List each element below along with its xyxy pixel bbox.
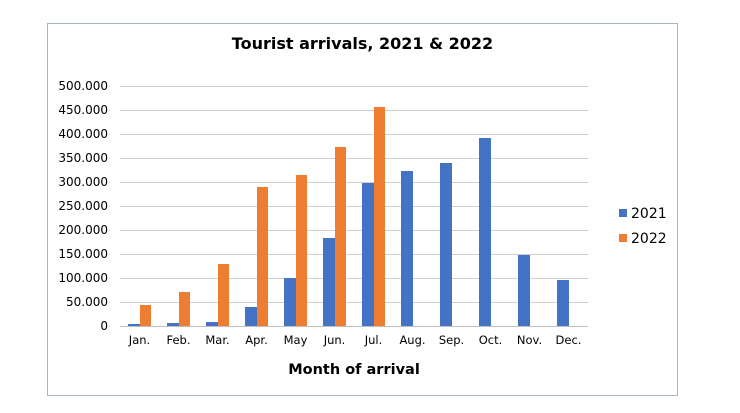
y-tick-label: 400.000 bbox=[58, 127, 108, 141]
gridline bbox=[120, 302, 588, 303]
gridline bbox=[120, 230, 588, 231]
x-tick-label: Nov. bbox=[516, 333, 543, 347]
x-tick-label: Jan. bbox=[128, 333, 151, 347]
y-tick-label: 150.000 bbox=[58, 247, 108, 261]
x-tick-label: Apr. bbox=[245, 333, 268, 347]
gridline bbox=[120, 86, 588, 87]
y-tick-label: 500.000 bbox=[58, 79, 108, 93]
gridline bbox=[120, 134, 588, 135]
bar-2021-sep bbox=[440, 162, 452, 326]
x-tick-label: Dec. bbox=[555, 333, 582, 347]
legend-swatch-2021 bbox=[619, 209, 627, 217]
y-tick-label: 300.000 bbox=[58, 175, 108, 189]
bar-2021-jun bbox=[323, 237, 335, 326]
y-tick-label: 200.000 bbox=[58, 223, 108, 237]
y-tick-label: 100.000 bbox=[58, 271, 108, 285]
x-tick-label: Jun. bbox=[323, 333, 346, 347]
bar-2022-jan bbox=[139, 304, 151, 326]
chart-title: Tourist arrivals, 2021 & 2022 bbox=[231, 34, 494, 53]
y-tick-label: 250.000 bbox=[58, 199, 108, 213]
bar-2021-feb bbox=[167, 323, 179, 326]
x-tick-label: Aug. bbox=[399, 333, 426, 347]
legend-label: 2022 bbox=[631, 231, 667, 247]
x-tick-label: May bbox=[283, 333, 308, 347]
x-tick-label: Jul. bbox=[364, 333, 383, 347]
legend-swatch-2022 bbox=[619, 234, 627, 242]
gridline bbox=[120, 182, 588, 183]
y-tick-label: 50.000 bbox=[66, 295, 108, 309]
x-axis-title: Month of arrival bbox=[288, 362, 420, 378]
bar-2021-aug bbox=[401, 171, 413, 326]
bar-2022-feb bbox=[178, 291, 190, 326]
x-tick-label: Mar. bbox=[205, 333, 230, 347]
bar-2022-jul bbox=[373, 107, 385, 326]
gridline bbox=[120, 206, 588, 207]
legend-item-2022: 2022 bbox=[619, 231, 667, 247]
y-tick-label: 350.000 bbox=[58, 151, 108, 165]
bar-2021-may bbox=[284, 277, 296, 326]
bar-2021-mar bbox=[206, 321, 218, 326]
legend-item-2021: 2021 bbox=[619, 206, 667, 222]
bar-2021-jul bbox=[362, 182, 374, 326]
y-tick-label: 0 bbox=[100, 319, 108, 333]
bar-2021-nov bbox=[518, 254, 530, 326]
bar-2021-jan bbox=[128, 324, 140, 326]
bar-2021-oct bbox=[479, 137, 491, 326]
bar-2022-apr bbox=[256, 186, 268, 326]
bar-2022-jun bbox=[334, 146, 346, 326]
x-tick-label: Feb. bbox=[166, 333, 191, 347]
x-tick-label: Sep. bbox=[438, 333, 465, 347]
x-tick-label: Oct. bbox=[478, 333, 503, 347]
bar-2022-may bbox=[295, 174, 307, 326]
bar-2021-apr bbox=[245, 307, 257, 326]
y-tick-label: 450.000 bbox=[58, 103, 108, 117]
legend-label: 2021 bbox=[631, 206, 667, 222]
gridline bbox=[120, 158, 588, 159]
gridline bbox=[120, 254, 588, 255]
gridline bbox=[120, 110, 588, 111]
bar-2021-dec bbox=[557, 280, 569, 326]
gridline bbox=[120, 278, 588, 279]
gridline bbox=[120, 326, 588, 327]
bar-2022-mar bbox=[217, 264, 229, 326]
